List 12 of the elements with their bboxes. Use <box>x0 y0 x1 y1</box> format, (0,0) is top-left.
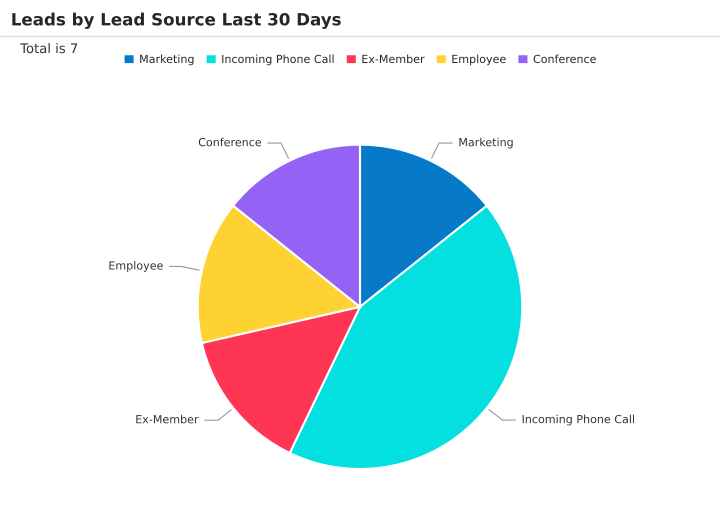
legend-label: Marketing <box>140 54 194 66</box>
slice-label: Incoming Phone Call <box>522 414 634 426</box>
legend-label: Conference <box>534 54 596 64</box>
legend-label: Incoming Phone Call <box>222 54 334 66</box>
legend-label: Ex-Member <box>362 54 425 64</box>
slice-label: Ex-Member <box>136 414 199 424</box>
legend-label: Employee <box>452 54 506 66</box>
slice-label: Marketing <box>459 138 513 148</box>
slice-label: Employee <box>109 261 163 272</box>
text: Total is 7 <box>20 43 78 54</box>
slice-label: Conference <box>198 138 262 146</box>
chart-title: Leads by Lead Source Last 30 Days <box>12 12 341 29</box>
